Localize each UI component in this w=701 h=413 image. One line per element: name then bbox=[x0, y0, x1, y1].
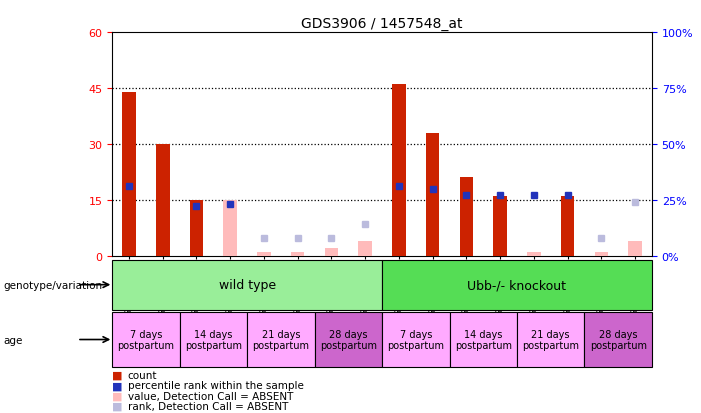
Bar bbox=[315, 312, 382, 368]
Bar bbox=[494, 197, 507, 256]
Bar bbox=[257, 252, 271, 256]
Bar bbox=[122, 93, 136, 256]
Bar bbox=[460, 178, 473, 256]
Bar bbox=[628, 241, 642, 256]
Bar bbox=[561, 197, 574, 256]
Text: percentile rank within the sample: percentile rank within the sample bbox=[128, 380, 304, 390]
Bar bbox=[224, 200, 237, 256]
Bar bbox=[325, 249, 338, 256]
Bar bbox=[291, 252, 304, 256]
Text: 14 days
postpartum: 14 days postpartum bbox=[185, 329, 242, 351]
Text: Ubb-/- knockout: Ubb-/- knockout bbox=[468, 278, 566, 292]
Bar bbox=[247, 312, 315, 368]
Text: 14 days
postpartum: 14 days postpartum bbox=[455, 329, 512, 351]
Text: wild type: wild type bbox=[219, 278, 275, 292]
Bar bbox=[112, 312, 179, 368]
Text: 28 days
postpartum: 28 days postpartum bbox=[320, 329, 377, 351]
Bar bbox=[358, 241, 372, 256]
Text: 21 days
postpartum: 21 days postpartum bbox=[522, 329, 579, 351]
Bar bbox=[517, 312, 585, 368]
Text: value, Detection Call = ABSENT: value, Detection Call = ABSENT bbox=[128, 391, 293, 401]
Bar bbox=[585, 312, 652, 368]
Title: GDS3906 / 1457548_at: GDS3906 / 1457548_at bbox=[301, 17, 463, 31]
Text: genotype/variation: genotype/variation bbox=[4, 280, 102, 290]
Text: 7 days
postpartum: 7 days postpartum bbox=[387, 329, 444, 351]
Bar bbox=[426, 133, 440, 256]
Text: ■: ■ bbox=[112, 370, 123, 380]
Bar bbox=[527, 252, 540, 256]
Bar bbox=[179, 312, 247, 368]
Text: 21 days
postpartum: 21 days postpartum bbox=[252, 329, 309, 351]
Text: ■: ■ bbox=[112, 401, 123, 411]
Text: ■: ■ bbox=[112, 391, 123, 401]
Bar bbox=[156, 145, 170, 256]
Bar bbox=[190, 200, 203, 256]
Bar bbox=[382, 312, 449, 368]
Bar bbox=[392, 85, 406, 256]
Bar bbox=[594, 252, 608, 256]
Bar bbox=[449, 312, 517, 368]
Text: count: count bbox=[128, 370, 157, 380]
Text: 28 days
postpartum: 28 days postpartum bbox=[590, 329, 647, 351]
Text: rank, Detection Call = ABSENT: rank, Detection Call = ABSENT bbox=[128, 401, 288, 411]
Bar bbox=[382, 260, 652, 310]
Text: 7 days
postpartum: 7 days postpartum bbox=[117, 329, 175, 351]
Text: age: age bbox=[4, 335, 23, 345]
Bar bbox=[112, 260, 382, 310]
Text: ■: ■ bbox=[112, 380, 123, 390]
